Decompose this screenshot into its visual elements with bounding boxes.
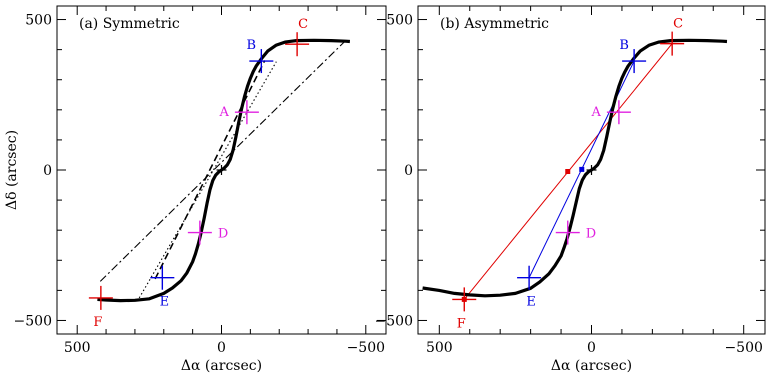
point-label-F: F xyxy=(457,316,466,331)
panel-title: (a) Symmetric xyxy=(79,16,180,32)
point-label-C: C xyxy=(298,17,308,32)
chord-midpoint-marker xyxy=(579,166,585,172)
point-label-D: D xyxy=(218,227,228,242)
x-tick-label: 500 xyxy=(64,340,91,356)
y-tick-label: 500 xyxy=(386,13,413,29)
y-tick-label: 0 xyxy=(43,163,52,179)
point-label-B: B xyxy=(619,38,629,53)
point-label-C: C xyxy=(673,17,683,32)
y-axis-title: Δδ (arcsec) xyxy=(4,130,20,210)
y-tick-label: −500 xyxy=(375,313,413,329)
point-label-A: A xyxy=(591,105,602,120)
y-tick-label: 500 xyxy=(25,13,52,29)
reference-line-dashed xyxy=(154,60,266,280)
x-tick-label: 0 xyxy=(217,340,226,356)
data-curve xyxy=(97,38,351,303)
reference-line-dotted xyxy=(138,61,277,299)
x-axis-title: Δα (arcsec) xyxy=(551,358,632,374)
panel-a-symmetric: 500 0 −500 500 0 −500 Δα (arcsec) Δδ (arcsec) (a… xyxy=(4,5,387,374)
x-axis-title: Δα (arcsec) xyxy=(181,358,262,374)
x-tick-label: −500 xyxy=(724,340,762,356)
panel-b-asymmetric: 500 0 −500 500 0 −500 Δα (arcsec) (b) Asymmetri… xyxy=(375,5,766,374)
point-label-E: E xyxy=(160,295,170,310)
x-tick-label: 500 xyxy=(426,340,453,356)
x-tick-label: −500 xyxy=(347,340,385,356)
point-label-E: E xyxy=(526,295,536,310)
y-tick-label: 0 xyxy=(404,163,413,179)
chord-midpoint-marker xyxy=(565,169,571,175)
point-F-marker xyxy=(461,296,467,302)
point-label-B: B xyxy=(247,38,257,53)
y-tick-label: −500 xyxy=(14,313,52,329)
point-label-F: F xyxy=(93,315,102,330)
point-label-D: D xyxy=(586,227,596,242)
reference-line-dashdot xyxy=(99,40,346,282)
x-tick-label: 0 xyxy=(587,340,596,356)
data-curve xyxy=(422,38,728,298)
panel-title: (b) Asymmetric xyxy=(440,16,549,32)
point-label-A: A xyxy=(219,105,230,120)
